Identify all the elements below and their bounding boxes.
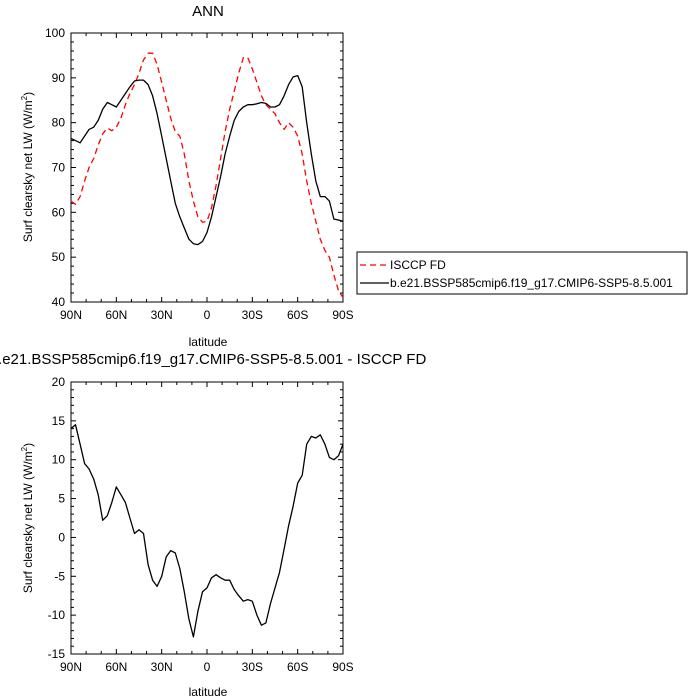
- top-xtick-label: 30N: [151, 308, 173, 322]
- top-xtick-label: 0: [204, 308, 211, 322]
- bottom-xtick-label: 0: [204, 660, 211, 674]
- top-ytick-label: 70: [52, 161, 66, 175]
- bottom-ytick-label: 15: [52, 414, 66, 428]
- bottom-xtick-label: 60N: [105, 660, 127, 674]
- top-ytick-label: 50: [52, 250, 66, 264]
- bottom-ytick-label: 5: [58, 492, 65, 506]
- bottom-ytick-label: -15: [48, 647, 66, 661]
- bottom-ytick-label: -5: [54, 569, 65, 583]
- top-ytick-label: 100: [45, 26, 65, 40]
- top-xtick-label: 60S: [287, 308, 308, 322]
- top-series-line-1: [70, 74, 344, 246]
- bottom-ytick-label: 0: [58, 530, 65, 544]
- legend-label-isccp: ISCCP FD: [390, 258, 446, 272]
- top-x-axis-label: latitude: [189, 335, 228, 349]
- top-xtick-label: 90S: [332, 308, 353, 322]
- bottom-xtick-label: 90N: [60, 660, 82, 674]
- bottom-xtick-label: 30N: [151, 660, 173, 674]
- bottom-ytick-label: -10: [48, 608, 66, 622]
- top-series-lines: [70, 52, 344, 298]
- bottom-x-ticks: 90N 60N 30N 0 30S 60S 90S: [60, 382, 354, 674]
- legend-box: [356, 251, 688, 295]
- top-y-axis-label: Surf clearsky net LW (W/m2): [20, 92, 35, 242]
- bottom-y-axis-label: Surf clearsky net LW (W/m2): [20, 443, 35, 593]
- top-ytick-label: 60: [52, 205, 66, 219]
- top-xtick-label: 60N: [105, 308, 127, 322]
- bottom-title: b.e21.BSSP585cmip6.f19_g17.CMIP6-SSP5-8.…: [0, 351, 426, 368]
- top-ytick-label: 40: [52, 295, 66, 309]
- bottom-series-lines: [70, 424, 344, 638]
- bottom-plot-frame: [70, 381, 344, 655]
- bottom-ytick-label: 20: [52, 375, 66, 389]
- legend-label-model: b.e21.BSSP585cmip6.f19_g17.CMIP6-SSP5-8.…: [390, 276, 673, 290]
- bottom-series-line-0: [70, 424, 344, 638]
- top-series-line-0: [70, 52, 344, 298]
- bottom-xtick-label: 30S: [242, 660, 263, 674]
- top-xtick-label: 90N: [60, 308, 82, 322]
- top-xtick-label: 30S: [242, 308, 263, 322]
- bottom-xtick-label: 90S: [332, 660, 353, 674]
- top-x-ticks: 90N 60N 30N 0 30S 60S 90S: [60, 33, 354, 322]
- bottom-y-ticks: -15 -10 -5 0 5 10 15 20: [48, 375, 343, 661]
- bottom-xtick-label: 60S: [287, 660, 308, 674]
- top-plot-frame: [70, 32, 344, 303]
- top-ytick-label: 80: [52, 116, 66, 130]
- legend: ISCCP FD b.e21.BSSP585cmip6.f19_g17.CMIP…: [356, 251, 688, 295]
- top-ytick-label: 90: [52, 71, 66, 85]
- top-title: ANN: [192, 3, 224, 20]
- bottom-ytick-label: 10: [52, 453, 66, 467]
- bottom-panel: b.e21.BSSP585cmip6.f19_g17.CMIP6-SSP5-8.…: [0, 351, 426, 699]
- bottom-x-axis-label: latitude: [189, 685, 228, 699]
